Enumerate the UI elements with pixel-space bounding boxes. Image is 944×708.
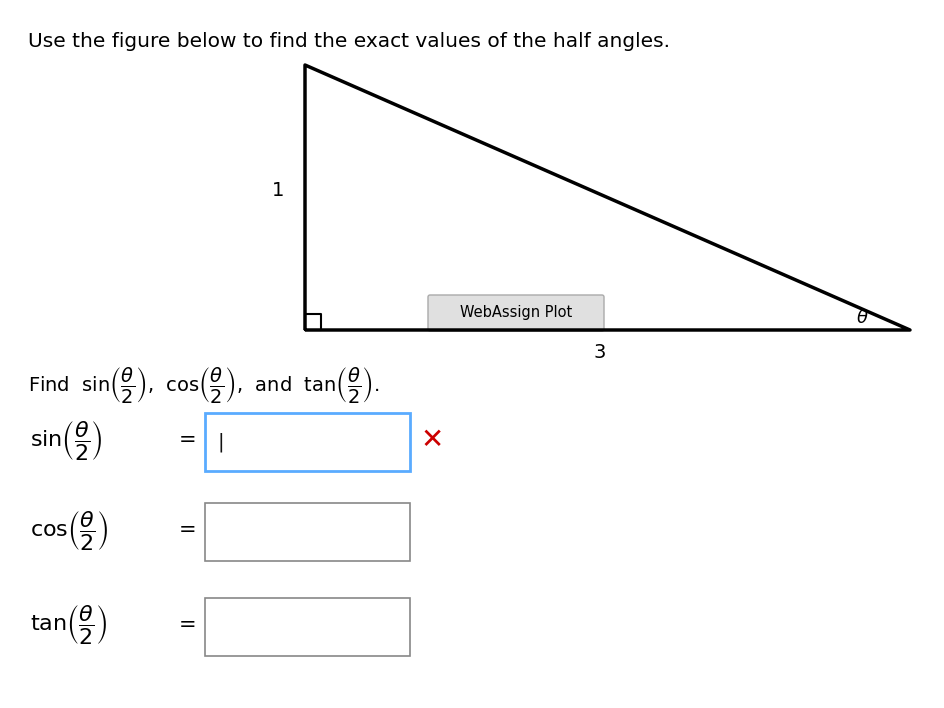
Text: $\tan\!\left(\dfrac{\theta}{2}\right)$: $\tan\!\left(\dfrac{\theta}{2}\right)$ (30, 603, 108, 646)
Text: ✕: ✕ (420, 426, 443, 454)
Bar (205, 598, 410, 656)
Bar (205, 413, 410, 471)
Text: $\sin\!\left(\dfrac{\theta}{2}\right)$: $\sin\!\left(\dfrac{\theta}{2}\right)$ (30, 418, 103, 462)
Text: θ: θ (855, 309, 867, 327)
Text: Find  $\sin\!\left(\dfrac{\theta}{2}\right)$,  $\cos\!\left(\dfrac{\theta}{2}\ri: Find $\sin\!\left(\dfrac{\theta}{2}\righ… (28, 365, 379, 405)
Text: 3: 3 (593, 343, 605, 362)
Text: =: = (179, 615, 196, 635)
Text: =: = (179, 520, 196, 540)
Bar (205, 503, 410, 561)
FancyBboxPatch shape (428, 295, 603, 331)
Text: |: | (217, 433, 224, 452)
Text: Use the figure below to find the exact values of the half angles.: Use the figure below to find the exact v… (28, 32, 669, 51)
Text: $\cos\!\left(\dfrac{\theta}{2}\right)$: $\cos\!\left(\dfrac{\theta}{2}\right)$ (30, 508, 109, 552)
Text: WebAssign Plot: WebAssign Plot (460, 305, 571, 321)
Text: =: = (179, 430, 196, 450)
Text: 1: 1 (272, 181, 284, 200)
